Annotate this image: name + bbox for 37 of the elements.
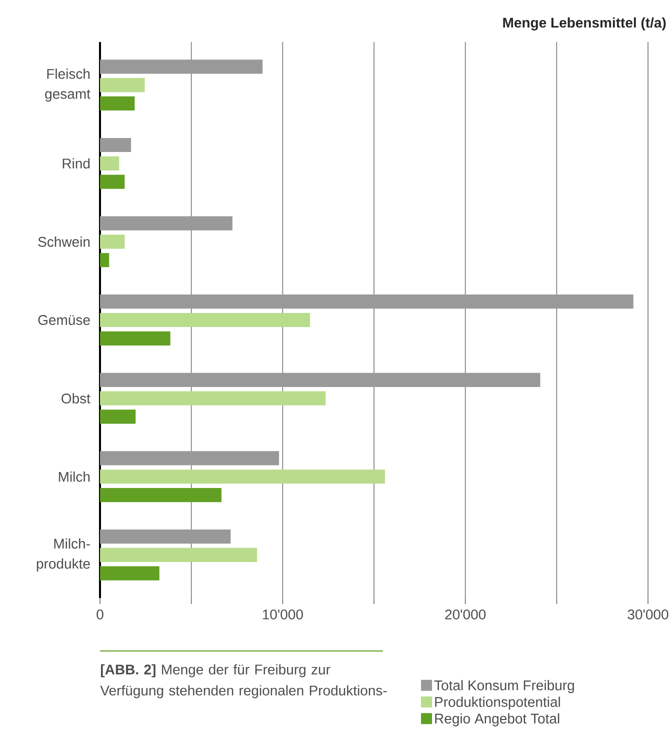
y-tick-label: Schwein — [38, 236, 90, 247]
legend-label: Produktionspotential — [435, 696, 560, 710]
bar — [100, 174, 125, 189]
bar — [100, 96, 135, 111]
bar — [100, 138, 132, 152]
text: [ABB. 2] Menge der für Freiburg zur Verfügung stehenden regionalen Produktions- — [100, 664, 387, 698]
x-axis-title: Menge Lebensmittel (t/a) — [503, 17, 666, 30]
bar — [100, 410, 136, 424]
bar — [100, 548, 258, 562]
y-tick-label: Rind — [62, 158, 90, 169]
x-tick-label: 30'000 — [628, 610, 668, 620]
bar — [100, 60, 263, 74]
bar — [100, 78, 145, 92]
x-tick-label: 10'000 — [262, 610, 303, 620]
bar — [100, 331, 170, 346]
bar — [100, 253, 110, 268]
bar — [100, 216, 232, 230]
y-tick-label: Gemüse — [38, 315, 90, 325]
bar — [100, 470, 385, 484]
bar — [100, 156, 120, 170]
x-tick-label: 20'000 — [445, 610, 486, 620]
y-tick-label: Milch-produkte — [36, 538, 90, 572]
y-tick-label: Obst — [62, 393, 90, 404]
bar — [100, 566, 160, 580]
x-tick-label: 0 — [96, 610, 104, 620]
bar — [100, 529, 231, 544]
bar — [100, 372, 540, 387]
legend-label: Total Konsum Freiburg — [434, 680, 574, 694]
bar — [100, 234, 125, 249]
bar — [100, 312, 310, 328]
bar — [100, 488, 222, 502]
bar — [100, 391, 326, 406]
y-tick-label: Milch — [58, 471, 90, 482]
bar — [100, 294, 634, 309]
bar — [100, 451, 280, 466]
legend-label: Regio Angebot Total — [435, 713, 560, 726]
y-tick-label: Fleisch gesamt — [45, 68, 90, 102]
